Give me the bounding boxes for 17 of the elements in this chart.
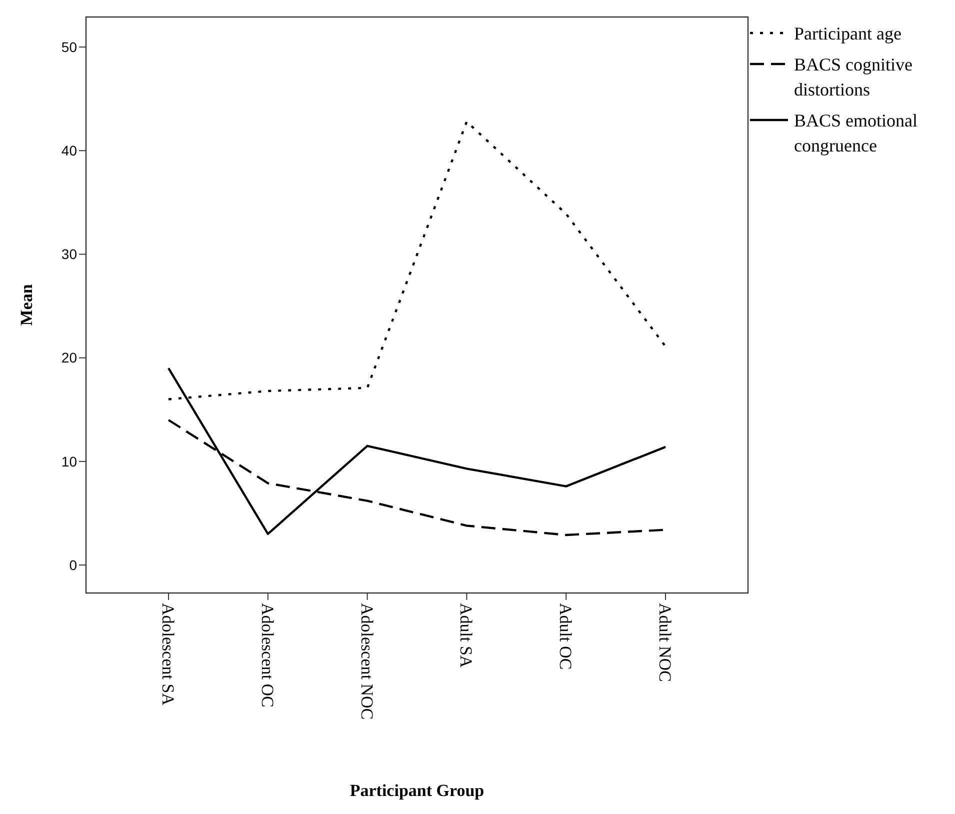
y-tick-label: 20: [61, 350, 78, 366]
y-tick-label: 10: [61, 453, 78, 470]
y-tick-label: 30: [61, 246, 78, 262]
x-axis-title: Participant Group: [350, 781, 484, 800]
y-tick-label: 0: [69, 556, 78, 573]
legend-label: BACS emotional congruence: [794, 110, 918, 156]
x-tick-label: Adolescent NOC: [357, 603, 376, 720]
x-tick-label: Adolescent OC: [258, 603, 277, 708]
x-tick-label: Adult SA: [456, 603, 476, 668]
x-tick-label: Adolescent SA: [158, 603, 178, 706]
x-tick-label: Adult NOC: [656, 603, 675, 682]
y-axis-title: Mean: [17, 284, 36, 326]
y-tick-label: 50: [61, 38, 78, 55]
legend-label: BACS cognitive distortions: [794, 54, 913, 100]
x-tick-label: Adult OC: [556, 603, 576, 670]
y-tick-label: 40: [61, 142, 78, 159]
legend-label: Participant age: [794, 23, 902, 44]
